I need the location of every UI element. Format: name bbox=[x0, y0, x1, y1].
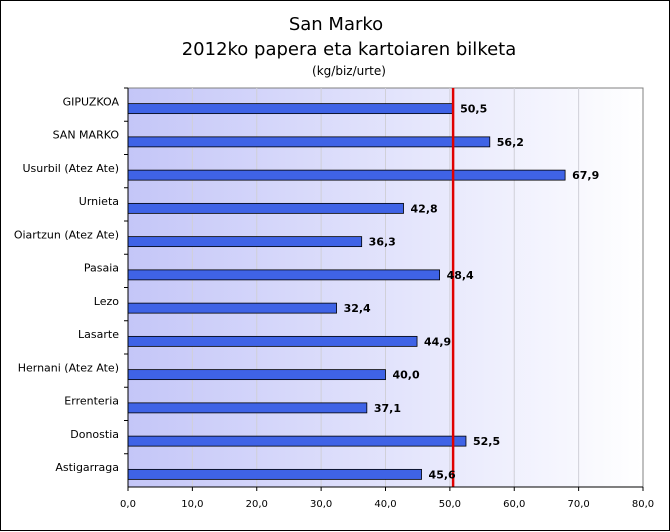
category-label: Urnieta bbox=[79, 195, 119, 208]
bar bbox=[127, 468, 422, 480]
category-label: Donostia bbox=[70, 428, 119, 441]
data-label: 42,8 bbox=[411, 202, 438, 215]
gridlines bbox=[191, 88, 580, 487]
category-label: Lasarte bbox=[78, 328, 119, 341]
bar bbox=[127, 369, 386, 381]
x-tick-label: 30,0 bbox=[310, 499, 332, 510]
data-label: 37,1 bbox=[374, 402, 401, 415]
data-label: 40,0 bbox=[393, 369, 420, 382]
bars bbox=[127, 103, 566, 480]
x-tick-label: 20,0 bbox=[246, 499, 268, 510]
x-tick-label: 10,0 bbox=[181, 499, 203, 510]
data-labels: 50,5 56,2 67,9 42,8 36,3 48,4 32,4 44,9 40,0 37,1… bbox=[344, 103, 600, 482]
data-label: 36,3 bbox=[369, 236, 396, 249]
chart-title-line2: 2012ko papera eta kartoiaren bilketa bbox=[182, 39, 517, 60]
x-tick-label: 40,0 bbox=[374, 499, 396, 510]
data-label: 45,6 bbox=[429, 468, 456, 481]
chart-subtitle: (kg/biz/urte) bbox=[312, 64, 386, 78]
data-label: 50,5 bbox=[460, 103, 487, 116]
bar bbox=[127, 103, 454, 115]
category-label: Astigarraga bbox=[55, 461, 119, 474]
category-label: Pasaia bbox=[84, 262, 119, 275]
data-label: 48,4 bbox=[447, 269, 474, 282]
x-tick-label: 50,0 bbox=[439, 499, 461, 510]
bar bbox=[127, 169, 566, 181]
x-tick-label: 0,0 bbox=[120, 499, 136, 510]
x-tick-label: 80,0 bbox=[632, 499, 654, 510]
data-label: 44,9 bbox=[424, 335, 451, 348]
bar bbox=[127, 435, 467, 447]
category-label: Lezo bbox=[94, 295, 119, 308]
category-label: Errenteria bbox=[64, 395, 119, 408]
bar bbox=[127, 269, 440, 281]
x-tick-label: 70,0 bbox=[567, 499, 589, 510]
category-label: SAN MARKO bbox=[53, 129, 120, 142]
bar bbox=[127, 202, 404, 214]
data-label: 52,5 bbox=[473, 435, 500, 448]
category-label: Oiartzun (Atez Ate) bbox=[14, 228, 119, 241]
data-label: 67,9 bbox=[572, 169, 599, 182]
category-label: Usurbil (Atez Ate) bbox=[22, 162, 119, 175]
data-label: 32,4 bbox=[344, 302, 371, 315]
bar bbox=[127, 335, 418, 347]
x-axis-ticks: 0,0 10,0 20,0 30,0 40,0 50,0 60,0 70,0 80,0 bbox=[120, 88, 654, 510]
category-label: Hernani (Atez Ate) bbox=[18, 361, 119, 374]
bar bbox=[127, 236, 363, 248]
category-labels: GIPUZKOA SAN MARKO Usurbil (Atez Ate) Urnie… bbox=[14, 87, 128, 474]
bar bbox=[127, 402, 368, 414]
data-label: 56,2 bbox=[497, 136, 524, 149]
category-label: GIPUZKOA bbox=[63, 95, 120, 108]
bar bbox=[127, 136, 491, 148]
bar bbox=[127, 302, 337, 314]
chart-title: San Marko bbox=[289, 14, 383, 35]
x-tick-label: 60,0 bbox=[503, 499, 525, 510]
